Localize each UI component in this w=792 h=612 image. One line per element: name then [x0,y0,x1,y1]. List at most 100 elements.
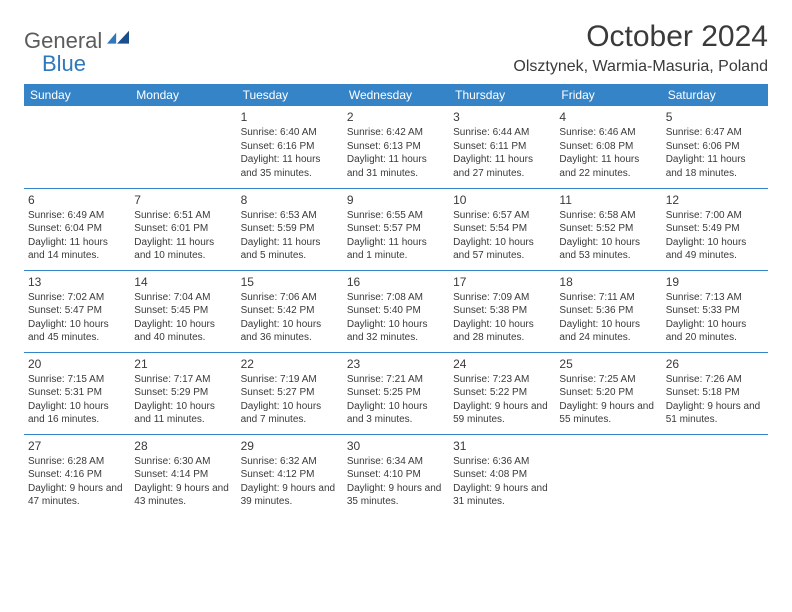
daylight-line: Daylight: 10 hours and 36 minutes. [241,318,339,345]
daylight-line: Daylight: 11 hours and 18 minutes. [666,153,764,180]
sunset-line: Sunset: 5:54 PM [453,222,551,236]
sunrise-line: Sunrise: 6:55 AM [347,209,445,223]
calendar-cell: 14Sunrise: 7:04 AMSunset: 5:45 PMDayligh… [130,270,236,352]
daylight-line: Daylight: 10 hours and 20 minutes. [666,318,764,345]
calendar-cell: 11Sunrise: 6:58 AMSunset: 5:52 PMDayligh… [555,188,661,270]
day-header: Thursday [449,84,555,106]
sunrise-line: Sunrise: 7:02 AM [28,291,126,305]
sunset-line: Sunset: 4:12 PM [241,468,339,482]
calendar-cell: 24Sunrise: 7:23 AMSunset: 5:22 PMDayligh… [449,352,555,434]
calendar-cell-empty [130,106,236,188]
day-number: 11 [559,192,657,208]
daylight-line: Daylight: 9 hours and 47 minutes. [28,482,126,509]
daylight-line: Daylight: 11 hours and 31 minutes. [347,153,445,180]
day-number: 8 [241,192,339,208]
daylight-line: Daylight: 9 hours and 31 minutes. [453,482,551,509]
sunset-line: Sunset: 5:57 PM [347,222,445,236]
sunset-line: Sunset: 6:06 PM [666,140,764,154]
sunrise-line: Sunrise: 6:42 AM [347,126,445,140]
sunset-line: Sunset: 6:01 PM [134,222,232,236]
daylight-line: Daylight: 10 hours and 3 minutes. [347,400,445,427]
day-header: Saturday [662,84,768,106]
day-number: 2 [347,109,445,125]
day-number: 29 [241,438,339,454]
calendar-cell-empty [662,434,768,516]
logo-text-block: General Blue [24,30,129,76]
sunset-line: Sunset: 6:08 PM [559,140,657,154]
daylight-line: Daylight: 9 hours and 51 minutes. [666,400,764,427]
day-header: Friday [555,84,661,106]
calendar-cell: 15Sunrise: 7:06 AMSunset: 5:42 PMDayligh… [237,270,343,352]
calendar-cell: 8Sunrise: 6:53 AMSunset: 5:59 PMDaylight… [237,188,343,270]
sunrise-line: Sunrise: 6:47 AM [666,126,764,140]
daylight-line: Daylight: 10 hours and 7 minutes. [241,400,339,427]
calendar-cell: 3Sunrise: 6:44 AMSunset: 6:11 PMDaylight… [449,106,555,188]
day-number: 18 [559,274,657,290]
sunset-line: Sunset: 4:14 PM [134,468,232,482]
sunset-line: Sunset: 6:04 PM [28,222,126,236]
sunrise-line: Sunrise: 6:40 AM [241,126,339,140]
day-header-row: SundayMondayTuesdayWednesdayThursdayFrid… [24,84,768,106]
day-header: Monday [130,84,236,106]
day-number: 10 [453,192,551,208]
day-number: 14 [134,274,232,290]
sunset-line: Sunset: 5:25 PM [347,386,445,400]
sunset-line: Sunset: 5:45 PM [134,304,232,318]
calendar-cell: 31Sunrise: 6:36 AMSunset: 4:08 PMDayligh… [449,434,555,516]
daylight-line: Daylight: 9 hours and 59 minutes. [453,400,551,427]
day-header: Wednesday [343,84,449,106]
day-number: 9 [347,192,445,208]
sunrise-line: Sunrise: 7:17 AM [134,373,232,387]
calendar-cell: 25Sunrise: 7:25 AMSunset: 5:20 PMDayligh… [555,352,661,434]
sunset-line: Sunset: 5:36 PM [559,304,657,318]
sunset-line: Sunset: 5:22 PM [453,386,551,400]
day-header: Sunday [24,84,130,106]
daylight-line: Daylight: 11 hours and 5 minutes. [241,236,339,263]
sunrise-line: Sunrise: 6:53 AM [241,209,339,223]
sunrise-line: Sunrise: 7:13 AM [666,291,764,305]
daylight-line: Daylight: 11 hours and 1 minute. [347,236,445,263]
daylight-line: Daylight: 10 hours and 32 minutes. [347,318,445,345]
day-number: 13 [28,274,126,290]
day-number: 4 [559,109,657,125]
sunset-line: Sunset: 4:08 PM [453,468,551,482]
daylight-line: Daylight: 11 hours and 35 minutes. [241,153,339,180]
day-number: 6 [28,192,126,208]
calendar-body: 1Sunrise: 6:40 AMSunset: 6:16 PMDaylight… [24,106,768,516]
sunrise-line: Sunrise: 6:46 AM [559,126,657,140]
header: General Blue October 2024 Olsztynek, War… [24,20,768,76]
sunrise-line: Sunrise: 6:34 AM [347,455,445,469]
day-number: 3 [453,109,551,125]
calendar-cell-empty [555,434,661,516]
daylight-line: Daylight: 9 hours and 43 minutes. [134,482,232,509]
sunset-line: Sunset: 5:42 PM [241,304,339,318]
sunrise-line: Sunrise: 7:09 AM [453,291,551,305]
day-number: 17 [453,274,551,290]
sunset-line: Sunset: 4:10 PM [347,468,445,482]
sunset-line: Sunset: 6:16 PM [241,140,339,154]
day-number: 28 [134,438,232,454]
calendar-cell: 27Sunrise: 6:28 AMSunset: 4:16 PMDayligh… [24,434,130,516]
sunset-line: Sunset: 5:38 PM [453,304,551,318]
daylight-line: Daylight: 11 hours and 27 minutes. [453,153,551,180]
day-number: 31 [453,438,551,454]
daylight-line: Daylight: 9 hours and 39 minutes. [241,482,339,509]
calendar-cell: 5Sunrise: 6:47 AMSunset: 6:06 PMDaylight… [662,106,768,188]
sunrise-line: Sunrise: 7:08 AM [347,291,445,305]
day-number: 27 [28,438,126,454]
calendar-cell: 7Sunrise: 6:51 AMSunset: 6:01 PMDaylight… [130,188,236,270]
calendar-cell: 1Sunrise: 6:40 AMSunset: 6:16 PMDaylight… [237,106,343,188]
daylight-line: Daylight: 10 hours and 57 minutes. [453,236,551,263]
day-number: 19 [666,274,764,290]
calendar-row: 13Sunrise: 7:02 AMSunset: 5:47 PMDayligh… [24,270,768,352]
day-header: Tuesday [237,84,343,106]
sunrise-line: Sunrise: 7:15 AM [28,373,126,387]
calendar-cell: 29Sunrise: 6:32 AMSunset: 4:12 PMDayligh… [237,434,343,516]
calendar-cell: 9Sunrise: 6:55 AMSunset: 5:57 PMDaylight… [343,188,449,270]
day-number: 26 [666,356,764,372]
sunrise-line: Sunrise: 6:58 AM [559,209,657,223]
sunset-line: Sunset: 5:52 PM [559,222,657,236]
calendar-cell: 13Sunrise: 7:02 AMSunset: 5:47 PMDayligh… [24,270,130,352]
calendar-row: 6Sunrise: 6:49 AMSunset: 6:04 PMDaylight… [24,188,768,270]
daylight-line: Daylight: 9 hours and 55 minutes. [559,400,657,427]
